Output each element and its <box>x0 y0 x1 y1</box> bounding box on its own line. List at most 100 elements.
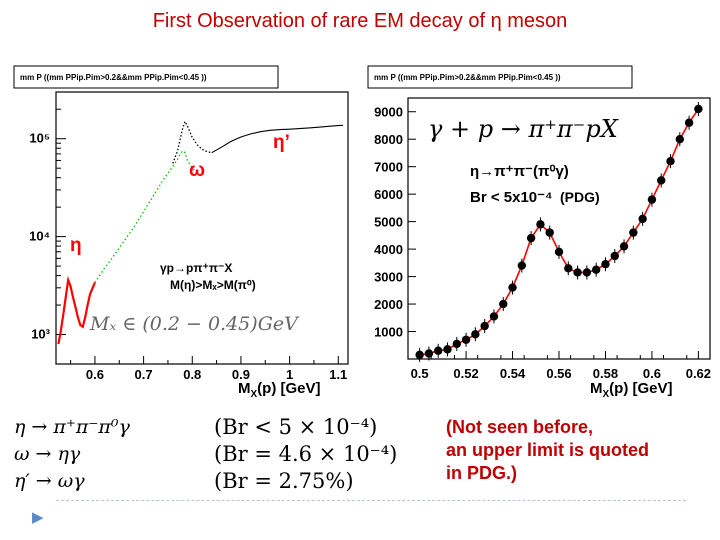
data-point <box>601 260 610 269</box>
note-line: an upper limit is quoted <box>446 440 650 460</box>
left-x-tick-label: 0.8 <box>183 367 201 382</box>
left-x-axis-label: MX(p) [GeV] <box>238 380 321 400</box>
right-panel-header: mm P ((mm PPip.Pim>0.2&&mm PPip.Pim<0.45… <box>374 73 561 82</box>
equation-lhs: η′ → ωγ <box>14 470 85 492</box>
data-point <box>517 261 527 270</box>
data-point <box>564 264 573 273</box>
right-y-tick-label: 9000 <box>374 105 403 120</box>
etaprime-label: η’ <box>273 132 290 153</box>
right-axis-ticks: 0.5 0.52 0.54 0.56 0.58 0.6 0.62 1000 2000 3000 40… <box>374 105 711 381</box>
data-point <box>461 335 471 344</box>
data-point <box>638 214 647 224</box>
equation-row: η → π⁺π⁻π⁰γ (Br < 5 × 10⁻⁴) <box>14 414 434 441</box>
data-point <box>591 265 601 274</box>
right-curve <box>419 108 700 356</box>
equation-row: ω → ηγ (Br = 4.6 × 10⁻⁴) <box>14 441 434 468</box>
right-y-tick-label: 2000 <box>374 297 403 312</box>
left-curves <box>57 119 344 345</box>
data-point <box>573 268 582 277</box>
data-point <box>684 118 694 127</box>
data-point <box>657 176 666 185</box>
left-plot-frame <box>55 91 349 365</box>
equation-rhs: (Br = 4.6 × 10⁻⁴) <box>214 442 398 466</box>
data-point <box>508 283 517 292</box>
left-condition-label: M(η)>Mₓ>M(π⁰) <box>170 278 256 292</box>
left-axis-ticks: 0.6 0.7 0.8 0.9 1 1.1 10³ 10⁴ 10⁵ <box>29 91 347 382</box>
right-reaction-label: γ + p → π⁺π⁻pX <box>428 115 619 143</box>
data-point <box>694 104 703 114</box>
data-point <box>629 228 638 237</box>
right-y-tick-label: 6000 <box>374 187 403 202</box>
left-panel-header: mm P ((mm PPip.Pim>0.2&&mm PPip.Pim<0.45… <box>20 73 207 82</box>
page-title: First Observation of rare EM decay of η … <box>152 10 568 32</box>
equation-row: η′ → ωγ (Br = 2.75%) <box>14 468 434 495</box>
omega-label: ω <box>189 160 205 181</box>
series-red-line <box>57 275 96 345</box>
left-y-tick-label: 10⁴ <box>29 229 50 244</box>
note-text: (Not seen before, an upper limit is quot… <box>446 416 716 485</box>
right-decay-label: η→π⁺π⁻(π⁰γ) <box>470 163 569 180</box>
right-x-tick-label: 0.54 <box>500 366 526 381</box>
data-point <box>415 350 424 360</box>
right-panel-header-box <box>367 65 633 89</box>
right-y-tick-label: 7000 <box>374 160 403 175</box>
right-y-tick-label: 8000 <box>374 132 403 147</box>
series-black-line <box>172 119 212 164</box>
data-point <box>452 339 461 349</box>
right-x-axis-label: MX(p) [GeV] <box>590 380 673 400</box>
pdg-label: (PDG) <box>560 189 600 205</box>
equation-rhs: (Br = 2.75%) <box>214 469 354 493</box>
right-points <box>415 101 703 362</box>
series-grey-line <box>211 124 344 154</box>
note-line: in PDG.) <box>446 463 517 483</box>
note-line: (Not seen before, <box>446 417 594 437</box>
equation-rhs: (Br < 5 × 10⁻⁴) <box>214 415 378 439</box>
data-point <box>489 312 499 321</box>
right-y-tick-label: 5000 <box>374 215 403 230</box>
data-point <box>582 268 592 277</box>
data-point <box>610 251 619 261</box>
fit-line <box>419 108 700 356</box>
data-point <box>471 330 480 339</box>
data-point <box>647 195 657 204</box>
mass-range-label: Mₓ ∈ (0.2 − 0.45)GeV <box>89 313 300 335</box>
data-point <box>536 220 545 229</box>
right-y-tick-label: 4000 <box>374 242 403 257</box>
data-point <box>545 228 554 237</box>
right-y-tick-label: 3000 <box>374 270 403 285</box>
data-point <box>619 242 629 251</box>
data-point <box>675 135 684 144</box>
left-y-tick-label: 10⁵ <box>29 131 50 146</box>
equation-lhs: ω → ηγ <box>14 443 81 465</box>
right-x-tick-label: 0.5 <box>411 366 429 381</box>
data-point <box>424 349 434 358</box>
left-panel-header-box <box>13 65 279 89</box>
right-x-tick-label: 0.6 <box>643 366 661 381</box>
triangle-right-icon: ▶ <box>32 509 44 526</box>
data-point <box>443 345 452 354</box>
left-x-tick-label: 0.6 <box>86 367 104 382</box>
equation-lhs: η → π⁺π⁻π⁰γ <box>14 416 130 438</box>
footer-divider <box>56 500 686 501</box>
left-panel: mm P ((mm PPip.Pim>0.2&&mm PPip.Pim<0.45… <box>13 65 349 400</box>
left-reaction-label: γp→pπ⁺π⁻X <box>160 261 232 275</box>
right-x-tick-label: 0.52 <box>453 366 478 381</box>
right-panel: mm P ((mm PPip.Pim>0.2&&mm PPip.Pim<0.45… <box>367 65 711 400</box>
left-x-tick-label: 1 <box>286 367 293 382</box>
eta-label: η <box>70 235 82 256</box>
left-x-tick-label: 0.9 <box>232 367 250 382</box>
right-x-tick-label: 0.62 <box>686 366 711 381</box>
data-point <box>554 247 564 257</box>
branching-label: Br < 5x10⁻⁴ <box>470 189 552 206</box>
data-point <box>666 156 675 166</box>
equation-list: η → π⁺π⁻π⁰γ (Br < 5 × 10⁻⁴) ω → ηγ (Br =… <box>14 414 434 495</box>
right-y-tick-label: 1000 <box>374 325 403 340</box>
left-x-tick-label: 1.1 <box>329 367 347 382</box>
data-point <box>526 233 536 243</box>
data-point <box>499 299 508 309</box>
left-y-tick-label: 10³ <box>31 327 50 342</box>
right-x-tick-label: 0.56 <box>546 366 571 381</box>
left-x-tick-label: 0.7 <box>135 367 153 382</box>
series-green-line <box>94 150 198 283</box>
